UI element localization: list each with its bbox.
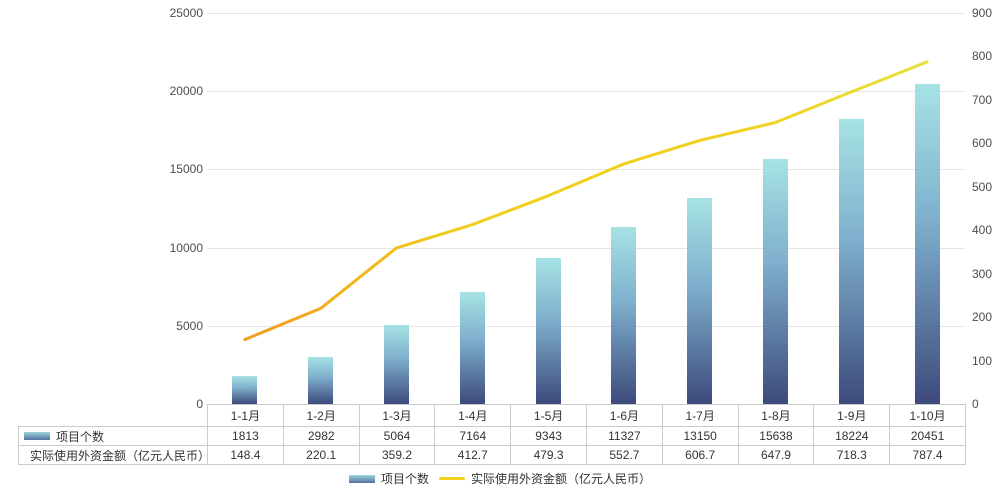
series-name-label: 实际使用外资金额（亿元人民币） bbox=[30, 448, 208, 463]
table-value-cell: 412.7 bbox=[434, 445, 512, 465]
legend: 项目个数 实际使用外资金额（亿元人民币） bbox=[0, 470, 1000, 487]
table-category-cell: 1-9月 bbox=[813, 404, 891, 427]
legend-label: 实际使用外资金额（亿元人民币） bbox=[471, 472, 652, 486]
table-value-cell: 11327 bbox=[585, 426, 663, 446]
table-value-cell: 13150 bbox=[661, 426, 739, 446]
table-value-cell: 220.1 bbox=[282, 445, 360, 465]
line-series[interactable] bbox=[207, 13, 965, 404]
table-value-cell: 479.3 bbox=[510, 445, 587, 465]
table-value-cell: 552.7 bbox=[585, 445, 663, 465]
gridline bbox=[207, 325, 965, 327]
gridline bbox=[207, 13, 965, 14]
y-axis-left-tick: 10000 bbox=[169, 240, 203, 255]
table-value-cell: 787.4 bbox=[889, 445, 966, 465]
bar-1-10月[interactable] bbox=[914, 84, 940, 404]
y-axis-right-tick: 500 bbox=[972, 179, 993, 194]
y-axis-left-tick: 0 bbox=[196, 397, 203, 411]
gridline bbox=[207, 169, 965, 171]
y-axis-right-tick: 800 bbox=[972, 49, 993, 64]
bar-1-5月[interactable] bbox=[535, 257, 561, 404]
y-axis-left-tick: 20000 bbox=[169, 84, 203, 99]
table-value-cell: 18224 bbox=[813, 426, 891, 446]
y-axis-right-tick: 0 bbox=[972, 397, 979, 411]
y-axis-right-tick: 900 bbox=[972, 6, 993, 20]
table-value-cell: 148.4 bbox=[207, 445, 284, 465]
table-value-cell: 5064 bbox=[358, 426, 436, 446]
bar-swatch-icon bbox=[24, 432, 50, 440]
legend-item-line-series[interactable]: 实际使用外资金额（亿元人民币） bbox=[439, 470, 651, 487]
legend-item-bar-series[interactable]: 项目个数 bbox=[348, 470, 429, 487]
bar-1-7月[interactable] bbox=[687, 198, 713, 404]
y-axis-right-tick: 600 bbox=[972, 136, 993, 151]
line-swatch-icon bbox=[439, 477, 465, 480]
y-axis-right-tick: 200 bbox=[972, 310, 993, 325]
table-corner-cell bbox=[19, 405, 208, 427]
bar-1-4月[interactable] bbox=[459, 291, 485, 404]
bar-1-1月[interactable] bbox=[232, 375, 258, 404]
table-row-header: 项目个数 bbox=[18, 426, 208, 446]
table-value-cell: 15638 bbox=[737, 426, 815, 446]
table-value-cell: 359.2 bbox=[358, 445, 436, 465]
table-category-cell: 1-2月 bbox=[282, 404, 360, 427]
bar-1-9月[interactable] bbox=[838, 118, 864, 404]
y-axis-right-tick: 300 bbox=[972, 266, 993, 281]
legend-label: 项目个数 bbox=[380, 472, 429, 486]
bar-1-2月[interactable] bbox=[308, 357, 334, 404]
series-name-label: 项目个数 bbox=[56, 429, 105, 444]
bar-1-8月[interactable] bbox=[763, 159, 788, 404]
table-value-cell: 7164 bbox=[434, 426, 512, 446]
bar-1-3月[interactable] bbox=[384, 324, 409, 404]
table-category-cell: 1-8月 bbox=[737, 404, 815, 427]
table-value-cell: 718.3 bbox=[813, 445, 891, 465]
y-axis-left-tick: 15000 bbox=[169, 162, 203, 177]
table-category-cell: 1-7月 bbox=[661, 404, 739, 427]
y-axis-left-tick: 25000 bbox=[169, 6, 203, 20]
table-category-cell: 1-4月 bbox=[434, 404, 512, 427]
gridline bbox=[207, 247, 965, 249]
y-axis-right-tick: 100 bbox=[972, 353, 993, 368]
table-category-cell: 1-3月 bbox=[358, 404, 436, 427]
plot-area[interactable] bbox=[207, 13, 965, 405]
y-axis-right-tick: 700 bbox=[972, 92, 993, 107]
data-table: 1-1月 1-2月 1-3月 1-4月 1-5月 1-6月 1-7月 1-8月 1-9月 1-10… bbox=[18, 404, 966, 465]
table-value-cell: 1813 bbox=[207, 426, 284, 446]
gridline bbox=[207, 91, 965, 93]
table-value-cell: 20451 bbox=[889, 426, 966, 446]
bar-swatch-icon bbox=[348, 474, 375, 483]
bar-1-6月[interactable] bbox=[611, 226, 637, 404]
table-row-header: 实际使用外资金额（亿元人民币） bbox=[18, 445, 208, 465]
table-value-cell: 647.9 bbox=[737, 445, 815, 465]
y-axis-left-tick: 5000 bbox=[176, 318, 203, 333]
table-category-cell: 1-5月 bbox=[510, 404, 587, 427]
table-value-cell: 2982 bbox=[282, 426, 360, 446]
table-value-cell: 9343 bbox=[510, 426, 587, 446]
table-category-cell: 1-6月 bbox=[585, 404, 663, 427]
table-value-cell: 606.7 bbox=[661, 445, 739, 465]
table-category-cell: 1-1月 bbox=[207, 404, 284, 427]
table-category-cell: 1-10月 bbox=[889, 404, 966, 427]
y-axis-right-tick: 400 bbox=[972, 223, 993, 238]
